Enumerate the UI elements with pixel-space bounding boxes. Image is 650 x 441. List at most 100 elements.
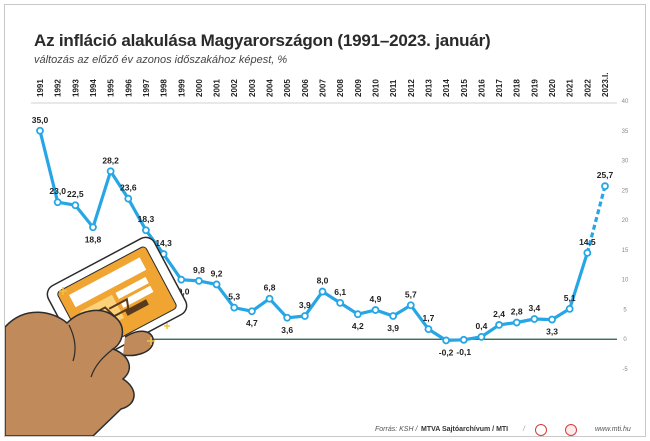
x-tick-label: 1991 <box>36 79 45 97</box>
data-label: 4,7 <box>246 318 258 328</box>
data-point <box>406 301 415 310</box>
data-point <box>53 198 62 207</box>
x-tick-label: 2011 <box>389 79 398 97</box>
data-point <box>495 321 503 329</box>
data-point <box>230 303 239 312</box>
x-tick-label: 2006 <box>301 79 310 97</box>
data-label: 14,3 <box>155 238 172 248</box>
chart-title: Az infláció alakulása Magyarországon (19… <box>34 31 491 50</box>
data-label: -0,2 <box>439 347 454 357</box>
x-tick-label: 2022 <box>583 79 592 97</box>
sparkle-icons <box>59 287 170 345</box>
data-label: 35,0 <box>32 115 49 125</box>
x-tick-label: 2010 <box>371 79 380 97</box>
x-tick-label: 2021 <box>566 79 575 97</box>
x-tick-label: 1992 <box>54 79 63 97</box>
data-point <box>106 167 115 176</box>
x-tick-label: 2019 <box>530 79 539 97</box>
data-label: 6,1 <box>334 287 346 297</box>
data-label: 3,9 <box>387 323 399 333</box>
x-tick-label: 2014 <box>442 79 451 97</box>
data-label: 5,7 <box>405 289 417 299</box>
data-point <box>265 294 274 303</box>
footer-separator: / <box>523 426 525 433</box>
data-point <box>177 275 186 284</box>
data-point <box>601 182 609 191</box>
y-tick-label: 30 <box>622 159 629 165</box>
data-point <box>530 315 539 323</box>
y-tick-label: 20 <box>622 218 629 224</box>
data-point <box>442 336 450 345</box>
data-point <box>371 306 380 314</box>
data-point <box>583 248 592 257</box>
infographic-frame: Az infláció alakulása Magyarországon (19… <box>4 4 646 437</box>
data-label: 9,8 <box>193 265 205 275</box>
x-tick-label: 2018 <box>513 79 522 97</box>
data-point <box>389 312 398 320</box>
data-point <box>424 325 433 333</box>
data-label: -0,1 <box>456 347 471 357</box>
mti-logo-icon <box>565 424 577 436</box>
y-tick-label: -5 <box>622 367 628 373</box>
data-label: 5,1 <box>564 293 576 303</box>
phone-hand-illustration <box>5 236 188 436</box>
series-line-dashed <box>585 185 607 254</box>
y-tick-label: 15 <box>622 248 629 254</box>
chart-footer: Forrás: KSH / MTVA Sajtóarchívum / MTI /… <box>375 424 643 436</box>
x-tick-label: 1997 <box>142 79 151 97</box>
y-tick-label: 10 <box>622 278 629 284</box>
line-chart: 1991 1992 1993 1994 1995 1996 1997 1998 1999 2000… <box>5 73 629 436</box>
x-tick-label: 1998 <box>160 79 169 97</box>
data-label: 8,0 <box>317 276 329 286</box>
x-tick-label: 1995 <box>107 79 116 97</box>
data-label: 14,5 <box>579 237 596 247</box>
x-tick-label: 2008 <box>336 79 345 97</box>
hand-illustration <box>5 309 154 436</box>
data-label: 18,8 <box>85 234 102 244</box>
data-label: 4,9 <box>370 294 382 304</box>
data-label: 3,4 <box>528 303 540 313</box>
data-point <box>36 126 44 135</box>
x-tick-label: 1993 <box>71 79 80 97</box>
data-label: 28,2 <box>102 155 119 165</box>
y-tick-label: 5 <box>623 307 627 313</box>
x-tick-label: 2020 <box>548 79 557 97</box>
data-label: 4,2 <box>352 321 364 331</box>
x-tick-label: 2001 <box>213 79 222 97</box>
data-label: 3,9 <box>299 300 311 310</box>
data-point <box>124 194 133 203</box>
data-label: 9,2 <box>211 268 223 278</box>
x-tick-label: 2000 <box>195 79 204 97</box>
data-point <box>336 298 345 307</box>
data-point <box>512 318 521 327</box>
x-tick-label: 2012 <box>407 79 416 97</box>
chart-subtitle: változás az előző év azonos időszakához … <box>34 54 288 66</box>
data-label: 2,8 <box>511 307 523 317</box>
x-tick-label: 2002 <box>230 79 239 97</box>
data-label: 6,8 <box>264 283 276 293</box>
x-tick-label: 1996 <box>124 79 133 97</box>
x-tick-label: 2007 <box>319 79 328 97</box>
data-point <box>142 226 150 235</box>
data-point <box>548 315 556 324</box>
data-label: 0,4 <box>475 321 487 331</box>
y-tick-label: 0 <box>623 337 627 343</box>
data-point <box>459 335 468 344</box>
data-point <box>89 223 97 232</box>
data-label: 3,3 <box>546 327 558 337</box>
y-tick-label: 25 <box>622 188 629 194</box>
data-point <box>195 276 203 285</box>
x-tick-label: 2015 <box>460 79 469 97</box>
x-tick-label: 2009 <box>354 79 363 97</box>
data-label: 3,6 <box>281 325 293 335</box>
data-point <box>353 310 362 319</box>
x-tick-label: 2023.I. <box>601 73 610 97</box>
x-tick-label: 2003 <box>248 79 257 97</box>
data-label: 18,3 <box>138 214 155 224</box>
data-label: 23,6 <box>120 183 137 193</box>
data-point <box>565 304 574 313</box>
data-point <box>300 312 309 320</box>
data-point <box>212 280 221 289</box>
data-label: 25,7 <box>597 170 614 180</box>
data-label: 2,4 <box>493 309 505 319</box>
